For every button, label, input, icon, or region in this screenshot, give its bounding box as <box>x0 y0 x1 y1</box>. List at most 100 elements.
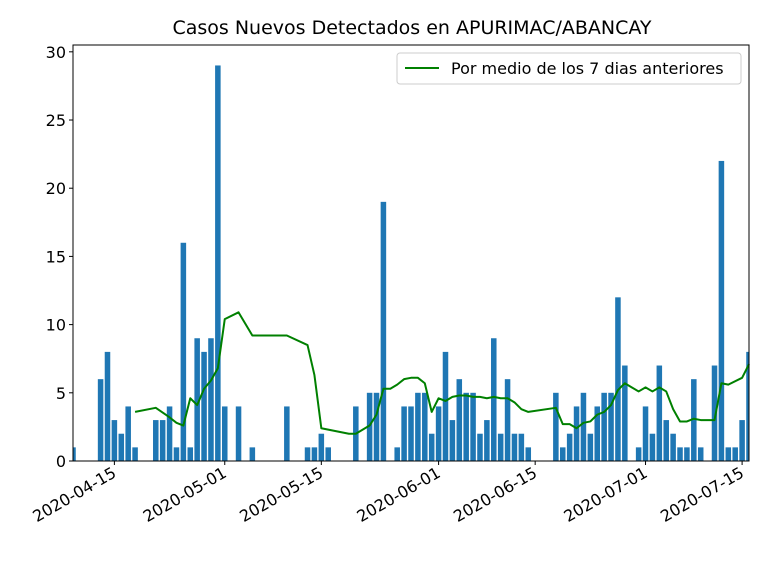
bar <box>153 420 159 461</box>
legend-box <box>396 52 742 85</box>
x-tick-label: 2020-06-01 <box>354 463 444 526</box>
bar <box>504 379 511 461</box>
y-tick-label: 15 <box>46 247 66 266</box>
bar <box>463 392 469 461</box>
bar <box>511 433 518 461</box>
y-axis: 0 5 10 15 20 25 30 <box>46 43 73 471</box>
bar <box>697 447 704 461</box>
legend-label: Por medio de los 7 dias anteriores <box>451 59 724 78</box>
bar <box>221 406 228 461</box>
bar <box>497 433 504 461</box>
bar <box>208 338 214 461</box>
bar <box>711 365 718 461</box>
bar <box>456 379 463 461</box>
x-tick-label: 2020-07-01 <box>561 463 651 526</box>
bar <box>373 392 380 461</box>
legend: Por medio de los 7 dias anteriores <box>396 52 742 85</box>
bar <box>449 420 456 461</box>
bar <box>484 420 490 461</box>
x-tick-label: 2020-07-15 <box>657 463 747 526</box>
bar <box>415 392 421 461</box>
bar <box>408 406 414 461</box>
line-layer <box>134 311 750 435</box>
bar <box>615 297 621 461</box>
bar <box>491 338 497 461</box>
chart-title: Casos Nuevos Detectados en APURIMAC/ABAN… <box>172 17 651 39</box>
bar <box>684 447 690 461</box>
bar <box>118 433 125 461</box>
bar <box>125 406 131 461</box>
bar <box>311 447 318 461</box>
bar <box>670 433 676 461</box>
x-tick-label: 2020-05-01 <box>140 463 230 526</box>
bar <box>470 392 476 461</box>
bar <box>691 379 697 461</box>
x-tick-label: 2020-05-15 <box>236 463 326 526</box>
y-tick-label: 10 <box>46 316 66 335</box>
x-tick-label: 2020-04-15 <box>29 463 119 526</box>
bar <box>594 406 601 461</box>
bar <box>725 447 732 461</box>
bar <box>428 433 435 461</box>
bar <box>366 392 373 461</box>
bar <box>249 447 256 461</box>
x-axis: 2020-04-15 2020-05-01 2020-05-15 2020-06-01… <box>29 461 747 526</box>
bar <box>622 365 628 461</box>
bar <box>573 406 580 461</box>
bar <box>746 351 749 461</box>
bar <box>608 392 614 461</box>
bar <box>111 420 118 461</box>
bar <box>173 447 180 461</box>
x-tick-label: 2020-06-15 <box>450 463 540 526</box>
bar <box>525 447 532 461</box>
bar <box>104 351 111 461</box>
bar <box>649 433 656 461</box>
bar <box>732 447 738 461</box>
bar <box>73 447 76 461</box>
bar <box>566 433 573 461</box>
y-tick-label: 5 <box>56 384 66 403</box>
bar <box>642 406 649 461</box>
bar <box>159 420 166 461</box>
y-tick-label: 30 <box>46 43 66 62</box>
bar <box>718 160 725 461</box>
bar <box>559 447 566 461</box>
bar <box>435 406 442 461</box>
bar <box>656 365 663 461</box>
bar <box>180 242 187 461</box>
bar <box>553 392 559 461</box>
y-tick-label: 0 <box>56 452 66 471</box>
bar <box>304 447 311 461</box>
bar <box>635 447 642 461</box>
y-tick-label: 25 <box>46 111 66 130</box>
bar <box>422 392 428 461</box>
bar <box>318 433 325 461</box>
bar <box>518 433 525 461</box>
bar <box>401 406 407 461</box>
series-line <box>134 311 750 435</box>
bar <box>284 406 290 461</box>
bar <box>132 447 138 461</box>
bar <box>601 392 607 461</box>
bar <box>477 433 483 461</box>
bar <box>215 65 221 461</box>
bar <box>166 406 173 461</box>
bar <box>587 433 594 461</box>
bar <box>194 338 200 461</box>
bar <box>187 447 194 461</box>
y-tick-label: 20 <box>46 179 66 198</box>
bar <box>442 351 449 461</box>
bar <box>739 420 745 461</box>
bar <box>663 420 669 461</box>
bar <box>235 406 242 461</box>
bar <box>325 447 331 461</box>
bar <box>580 392 587 461</box>
bar <box>380 201 387 461</box>
bars-layer <box>73 65 749 461</box>
bar <box>394 447 400 461</box>
bar <box>677 447 683 461</box>
bar <box>97 379 104 461</box>
bar <box>201 351 207 461</box>
plot-frame <box>72 44 750 462</box>
